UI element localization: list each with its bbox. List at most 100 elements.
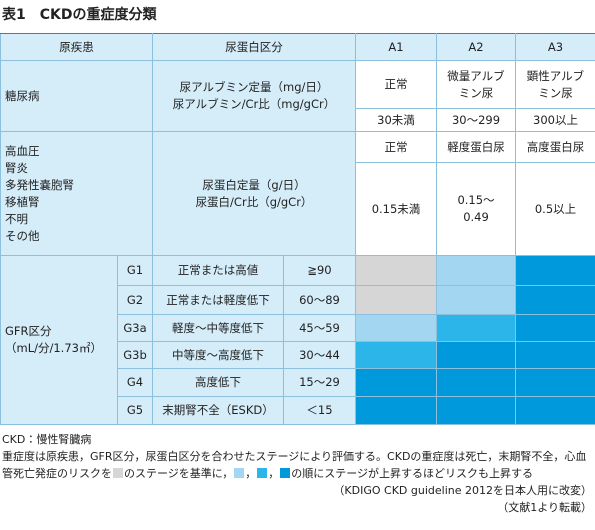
risk-cell [436, 396, 516, 425]
note-part: ， [268, 467, 280, 480]
risk-cell [355, 285, 437, 315]
gfr-label-text: GFR区分 [5, 324, 52, 338]
grade-desc: 正常または高値 [152, 255, 284, 286]
disease-name: 不明 [5, 211, 28, 226]
note-part: の順にステージが上昇するほどリスクも上昇する [291, 467, 534, 480]
notes: CKD：慢性腎臓病 重症度は原疾患，GFR区分，尿蛋白区分を合わせたステージによ… [2, 431, 592, 516]
grade-code: G5 [117, 396, 153, 425]
risk-cell [515, 285, 595, 315]
range-text: 0.15～ [457, 193, 495, 207]
note-part: ， [245, 467, 257, 480]
note-text: 重症度は原疾患，GFR区分，尿蛋白区分を合わせたステージにより評価する。CKDの… [2, 448, 592, 482]
note-part: のステージを基準に， [124, 467, 234, 480]
level-label: 微量アルブ ミン尿 [436, 60, 516, 109]
grade-range: 60～89 [283, 285, 356, 315]
grade-desc: 高度低下 [152, 368, 284, 397]
risk-cell [515, 314, 595, 342]
label-text: 正常 [384, 77, 408, 91]
note-source: （KDIGO CKD guideline 2012を日本人用に改変） [333, 484, 592, 497]
risk-cell [436, 285, 516, 315]
level-range: 30～299 [436, 108, 516, 132]
risk-cell [355, 255, 437, 286]
grade-range: 45～59 [283, 314, 356, 342]
risk-cell [436, 341, 516, 369]
risk-cell [515, 396, 595, 425]
level-label: 顕性アルブ ミン尿 [515, 60, 595, 109]
row: 高血圧腎炎多発性嚢胞腎 移植腎不明その他 尿蛋白定量（g/日） 尿蛋白/Cr比（g/g… [0, 131, 595, 256]
disease-cell: 糖尿病 [0, 60, 153, 132]
level-label: 正常 [355, 131, 437, 163]
row: G5 末期腎不全（ESKD） ＜15 [1, 396, 595, 425]
row: 0.15未満 0.15～ 0.49 0.5以上 [1, 162, 595, 256]
color-swatch [234, 468, 245, 478]
label-text: 高度蛋白尿 [526, 139, 585, 154]
label-text: 正常 [384, 139, 408, 154]
risk-cell [355, 368, 437, 397]
color-swatch [113, 468, 123, 478]
risk-cell [436, 314, 516, 342]
risk-cell [515, 341, 595, 369]
row: G3a 軽度～中等度低下 45～59 [1, 314, 595, 342]
measure-cell: 尿アルブミン定量（mg/日） 尿アルブミン/Cr比（mg/gCr） [152, 60, 356, 132]
header-cell: 原疾患 [0, 33, 153, 61]
grade-desc: 軽度～中等度低下 [152, 314, 284, 342]
grade-range: 15～29 [283, 368, 356, 397]
range-text: 0.5以上 [534, 201, 577, 216]
level-label: 正常 [355, 60, 437, 109]
risk-cell [515, 368, 595, 397]
measure-text: 尿蛋白定量（g/日） [202, 177, 306, 192]
label-text: ミン尿 [458, 85, 494, 100]
gfr-label: GFR区分 （mL/分/1.73㎡） [0, 255, 118, 425]
row: 糖尿病 尿アルブミン定量（mg/日） 尿アルブミン/Cr比（mg/gCr） 正常 微量ア… [0, 60, 595, 132]
level-range: 300以上 [515, 108, 595, 132]
disease-cell: 高血圧腎炎多発性嚢胞腎 移植腎不明その他 [0, 131, 153, 256]
note-part: 重症度は原疾患，GFR区分，尿蛋白区分を合わせたステージにより評価する。CKDの… [2, 450, 587, 480]
risk-cell [355, 396, 437, 425]
range-text: 0.15未満 [371, 201, 421, 216]
range-text: 0.49 [463, 210, 489, 224]
label-text: 顕性アルブ [526, 68, 585, 83]
risk-cell [355, 341, 437, 369]
color-swatch [257, 468, 268, 478]
measure-cell: 尿蛋白定量（g/日） 尿蛋白/Cr比（g/gCr） [152, 131, 356, 256]
grade-desc: 末期腎不全（ESKD） [152, 396, 284, 425]
level-range: 30未満 [355, 108, 437, 132]
row: GFR区分 （mL/分/1.73㎡） G1 正常または高値 ≧90 [0, 255, 595, 425]
grade-range: ≧90 [283, 255, 356, 286]
range-text: 300以上 [533, 112, 578, 127]
level-range: 0.15～ 0.49 [436, 162, 516, 256]
label-text: 軽度蛋白尿 [447, 139, 505, 154]
disease-name: 多発性嚢胞腎 [5, 177, 74, 192]
measure-text: 尿アルブミン定量（mg/日） [179, 80, 329, 94]
level-range: 0.5以上 [515, 162, 595, 256]
risk-cell [436, 368, 516, 397]
level-label: 軽度蛋白尿 [436, 131, 516, 163]
range-text: 30～299 [451, 112, 501, 127]
disease-name: 移植腎 [5, 194, 40, 209]
grade-code: G4 [117, 368, 153, 397]
disease-name: 高血圧 [5, 143, 40, 158]
header-cell: A2 [436, 33, 516, 61]
risk-cell [515, 255, 595, 286]
range-text: 30未満 [377, 112, 415, 127]
disease-name: 腎炎 [5, 160, 28, 175]
grade-code: G1 [117, 255, 153, 286]
grade-code: G2 [117, 285, 153, 315]
level-label: 高度蛋白尿 [515, 131, 595, 163]
grade-range: 30～44 [283, 341, 356, 369]
grade-desc: 中等度～高度低下 [152, 341, 284, 369]
gfr-label-text: （mL/分/1.73㎡） [5, 341, 102, 355]
color-swatch [280, 468, 291, 478]
measure-text: 尿蛋白/Cr比（g/gCr） [195, 194, 313, 209]
header-cell: A3 [515, 33, 595, 61]
grade-desc: 正常または軽度低下 [152, 285, 284, 315]
label-text: ミン尿 [538, 85, 573, 100]
grade-range: ＜15 [283, 396, 356, 425]
disease-name: その他 [5, 228, 40, 243]
measure-text: 尿アルブミン/Cr比（mg/gCr） [172, 97, 336, 111]
table: 原疾患 尿蛋白区分 A1 A2 A3 糖尿病 尿アルブミン定量（mg/日） 尿アルブ… [0, 33, 595, 425]
risk-cell [355, 314, 437, 342]
note-ref: （文献1より転載） [497, 501, 592, 514]
header-cell: 尿蛋白区分 [152, 33, 356, 61]
